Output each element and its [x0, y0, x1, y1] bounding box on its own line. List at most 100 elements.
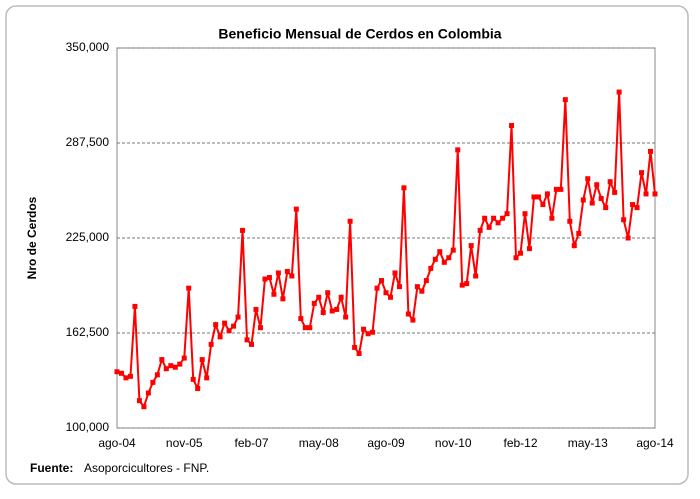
data-point	[253, 306, 259, 312]
data-point	[392, 270, 398, 276]
data-point	[172, 364, 178, 370]
x-tick-label: ago-04	[98, 436, 136, 450]
data-point	[186, 285, 192, 291]
data-point	[127, 373, 133, 379]
data-point	[343, 314, 349, 320]
data-point	[535, 194, 541, 200]
data-point	[652, 191, 658, 197]
data-point	[450, 247, 456, 253]
data-point	[271, 291, 277, 297]
data-point	[284, 268, 290, 274]
data-point	[159, 357, 165, 363]
x-tick-label: ago-09	[367, 436, 405, 450]
data-point	[222, 320, 228, 326]
data-point	[482, 215, 488, 221]
data-point	[163, 366, 169, 372]
data-point	[365, 331, 371, 337]
data-point	[352, 344, 358, 350]
data-point	[531, 194, 537, 200]
data-point	[396, 284, 402, 290]
data-point	[643, 191, 649, 197]
data-point	[114, 369, 120, 375]
data-point	[208, 341, 214, 347]
data-point	[401, 185, 407, 191]
data-point	[387, 294, 393, 300]
data-point	[549, 215, 555, 221]
y-tick-label: 100,000	[66, 420, 110, 434]
data-point	[410, 317, 416, 323]
data-point	[329, 308, 335, 314]
data-point	[441, 259, 447, 265]
x-tick-label: feb-07	[234, 436, 268, 450]
data-point	[240, 227, 246, 233]
x-tick-label: ago-14	[636, 436, 674, 450]
data-point	[145, 390, 151, 396]
x-tick-label: nov-05	[166, 436, 203, 450]
data-point	[307, 325, 313, 331]
data-point	[504, 211, 510, 217]
x-tick-label: may-13	[568, 436, 608, 450]
data-point	[141, 404, 147, 410]
data-point	[571, 243, 577, 249]
data-point	[558, 186, 564, 192]
data-point	[625, 235, 631, 241]
data-point	[423, 278, 429, 284]
data-point	[446, 255, 452, 261]
data-point	[374, 285, 380, 291]
data-point	[231, 323, 237, 329]
data-point	[526, 246, 532, 252]
data-point	[123, 375, 129, 381]
data-point	[495, 220, 501, 226]
data-point	[302, 325, 308, 331]
x-tick-label: feb-12	[503, 436, 537, 450]
data-point	[347, 218, 353, 224]
data-point	[616, 89, 622, 95]
data-point	[195, 385, 201, 391]
data-point	[513, 255, 519, 261]
data-point	[634, 205, 640, 211]
data-point	[544, 191, 550, 197]
data-point	[370, 329, 376, 335]
data-point	[621, 217, 627, 223]
data-point	[473, 273, 479, 279]
y-tick-label: 287,500	[66, 135, 110, 149]
data-point	[383, 290, 389, 296]
y-tick-label: 225,000	[66, 230, 110, 244]
data-point	[168, 363, 174, 369]
x-tick-label: may-08	[299, 436, 339, 450]
data-point	[562, 97, 568, 103]
data-point	[553, 186, 559, 192]
data-point	[491, 215, 497, 221]
data-point	[280, 296, 286, 302]
data-point	[580, 197, 586, 203]
data-point	[477, 227, 483, 233]
data-point	[199, 357, 205, 363]
data-point	[603, 205, 609, 211]
data-point	[217, 334, 223, 340]
data-point	[338, 294, 344, 300]
data-point	[244, 337, 250, 343]
data-point	[257, 325, 263, 331]
data-point	[136, 398, 142, 404]
data-point	[468, 243, 474, 249]
data-point	[298, 316, 304, 322]
data-point	[325, 290, 331, 296]
data-point	[414, 284, 420, 290]
data-point	[486, 224, 492, 230]
data-point	[612, 189, 618, 195]
data-point	[204, 375, 210, 381]
data-point	[118, 370, 124, 376]
data-point	[432, 256, 438, 262]
data-point	[320, 309, 326, 315]
data-point	[598, 195, 604, 201]
data-point	[428, 265, 434, 271]
x-tick-label: nov-10	[435, 436, 472, 450]
data-point	[235, 314, 241, 320]
data-point	[190, 376, 196, 382]
y-tick-label: 162,500	[66, 325, 110, 339]
data-point	[262, 276, 268, 282]
data-point	[648, 148, 654, 154]
data-point	[459, 282, 465, 288]
data-point	[405, 311, 411, 317]
data-point	[419, 288, 425, 294]
